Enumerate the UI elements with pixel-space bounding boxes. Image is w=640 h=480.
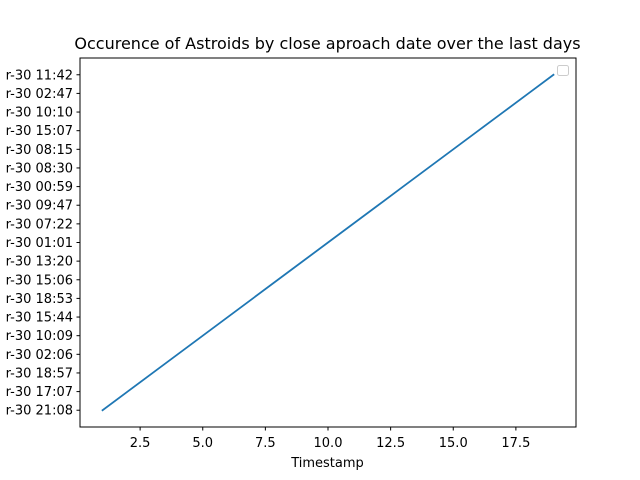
y-tick-label: r-30 15:07 <box>6 124 73 139</box>
y-tick-label: r-30 15:06 <box>6 273 73 288</box>
x-axis: 2.5 5.0 7.5 10.0 12.5 15.0 17.5 <box>130 427 530 451</box>
x-axis-label: Timestamp <box>290 456 364 471</box>
y-tick-label: r-30 01:01 <box>6 236 73 251</box>
x-tick-label: 12.5 <box>376 436 405 451</box>
y-tick-label: r-30 02:06 <box>6 348 73 363</box>
chart-title: Occurence of Astroids by close aproach d… <box>74 34 580 53</box>
y-tick-label: r-30 13:20 <box>6 255 73 270</box>
y-tick-label: r-30 10:09 <box>6 329 73 344</box>
y-axis: r-30 21:08 r-30 17:07 r-30 18:57 r-30 02:06… <box>6 68 80 419</box>
x-tick-label: 15.0 <box>439 436 468 451</box>
y-tick-label: r-30 07:22 <box>6 217 73 232</box>
y-tick-label: r-30 10:10 <box>6 106 73 121</box>
x-tick-label: 2.5 <box>130 436 151 451</box>
x-tick-label: 7.5 <box>255 436 276 451</box>
y-tick-label: r-30 00:59 <box>6 180 73 195</box>
y-tick-label: r-30 21:08 <box>6 404 73 419</box>
y-tick-label: r-30 09:47 <box>6 199 73 214</box>
y-tick-label: r-30 18:57 <box>6 366 73 381</box>
x-tick-label: 5.0 <box>192 436 213 451</box>
x-tick-label: 10.0 <box>314 436 343 451</box>
legend-box <box>557 65 569 76</box>
y-tick-label: r-30 08:15 <box>6 143 73 158</box>
y-tick-label: r-30 08:30 <box>6 161 73 176</box>
y-tick-label: r-30 15:44 <box>6 311 73 326</box>
y-tick-label: r-30 02:47 <box>6 87 73 102</box>
y-tick-label: r-30 17:07 <box>6 385 73 400</box>
series <box>101 73 555 412</box>
y-tick-label: r-30 18:53 <box>6 292 73 307</box>
y-tick-label: r-30 11:42 <box>6 68 73 83</box>
series-line <box>101 73 555 412</box>
x-tick-label: 17.5 <box>501 436 530 451</box>
